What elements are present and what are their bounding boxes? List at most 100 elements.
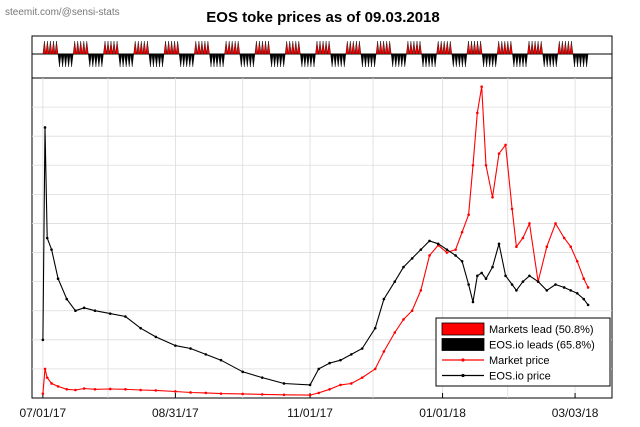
series-point [554,222,557,225]
series-point [350,353,353,356]
series-point [484,277,488,281]
lead-mark-eosio [515,53,519,68]
series-point [308,393,312,397]
series-point [139,388,142,392]
legend-label: EOS.io leads (65.8%) [489,340,595,352]
lead-mark-market [172,40,177,55]
series-point [467,283,470,286]
lead-mark-market [291,40,295,55]
lead-mark-eosio [245,53,250,68]
lead-mark-eosio [575,53,580,68]
lead-mark-market [351,40,356,55]
series-point [419,248,423,251]
lead-mark-eosio [333,53,337,68]
lead-mark-eosio [151,53,156,68]
series-layer [41,85,590,397]
series-point [154,389,158,392]
x-tick-label: 08/31/17 [152,406,199,420]
lead-mark-market [145,40,150,55]
x-tick-label: 11/01/17 [287,406,333,420]
lead-mark-eosio [57,53,62,68]
series-point [491,195,494,199]
lead-mark-eosio [578,53,583,68]
lead-mark-eosio [372,53,377,68]
lead-mark-market [345,40,350,55]
lead-mark-eosio [481,53,486,68]
lead-mark-eosio [454,53,459,68]
series-point [419,289,423,292]
lead-mark-market [378,40,383,55]
series-point [139,326,142,330]
lead-mark-eosio [397,53,401,68]
series-point [56,277,60,281]
series-point [189,391,192,394]
lead-mark-market [539,40,543,55]
lead-mark-eosio [242,53,247,68]
legend-swatch [441,338,485,351]
series-point [241,370,245,374]
lead-mark-market [557,40,562,55]
series-point [108,387,112,391]
lead-mark-market [227,40,231,55]
series-point [454,248,457,251]
lead-mark-market [506,40,510,55]
lead-mark-market [254,40,259,55]
lead-mark-eosio [212,53,216,68]
lead-mark-eosio [94,53,98,68]
lead-mark-eosio [157,53,162,68]
series-point [154,335,158,339]
series-point [74,309,77,313]
lead-mark-market [203,40,207,55]
lead-mark-eosio [272,53,277,68]
lead-mark-eosio [369,53,374,68]
lead-mark-market [563,40,568,55]
series-point [569,245,573,249]
lead-mark-market [469,40,474,55]
series-point [41,392,45,395]
lead-mark-market [200,40,204,55]
legend-swatch-marker [461,373,465,378]
series-point [467,213,470,217]
lead-mark-market [263,40,268,55]
lead-mark-market [115,40,119,55]
lead-mark-market [406,40,410,55]
lead-mark-eosio [269,53,274,68]
lead-mark-eosio [184,53,189,68]
lead-mark-market [318,40,322,55]
series-point [582,297,586,301]
lead-mark-market [503,40,507,55]
lead-mark-market [260,40,265,55]
lead-mark-eosio [275,53,280,68]
lead-mark-eosio [393,53,398,68]
lead-mark-eosio [121,53,125,68]
lead-mark-eosio [521,53,525,68]
lead-mark-market [42,40,47,55]
lead-mark-eosio [248,53,253,68]
series-point [476,111,479,115]
lead-mark-market [536,40,540,55]
lead-mark-eosio [97,53,101,68]
series-point [428,239,431,243]
lead-mark-market [81,40,86,55]
lead-mark-market [106,40,110,55]
lead-mark-market [530,40,534,55]
series-point [43,367,47,371]
lead-mark-market [315,40,319,55]
lead-mark-eosio [336,53,340,68]
lead-mark-eosio [188,53,192,68]
lead-mark-eosio [421,53,425,68]
series-point [204,391,208,395]
series-point [445,251,449,254]
lead-mark-eosio [339,53,343,68]
series-point [569,289,573,292]
series-point [471,300,475,304]
lead-mark-market [415,40,419,55]
x-tick-label: 01/01/18 [419,406,466,420]
series-point [504,274,507,278]
series-point [575,259,579,263]
lead-mark-eosio [118,53,122,68]
lead-mark-market [266,40,271,55]
lead-mark-market [357,40,362,55]
lead-mark-market [287,40,292,55]
lead-mark-eosio [342,53,347,68]
